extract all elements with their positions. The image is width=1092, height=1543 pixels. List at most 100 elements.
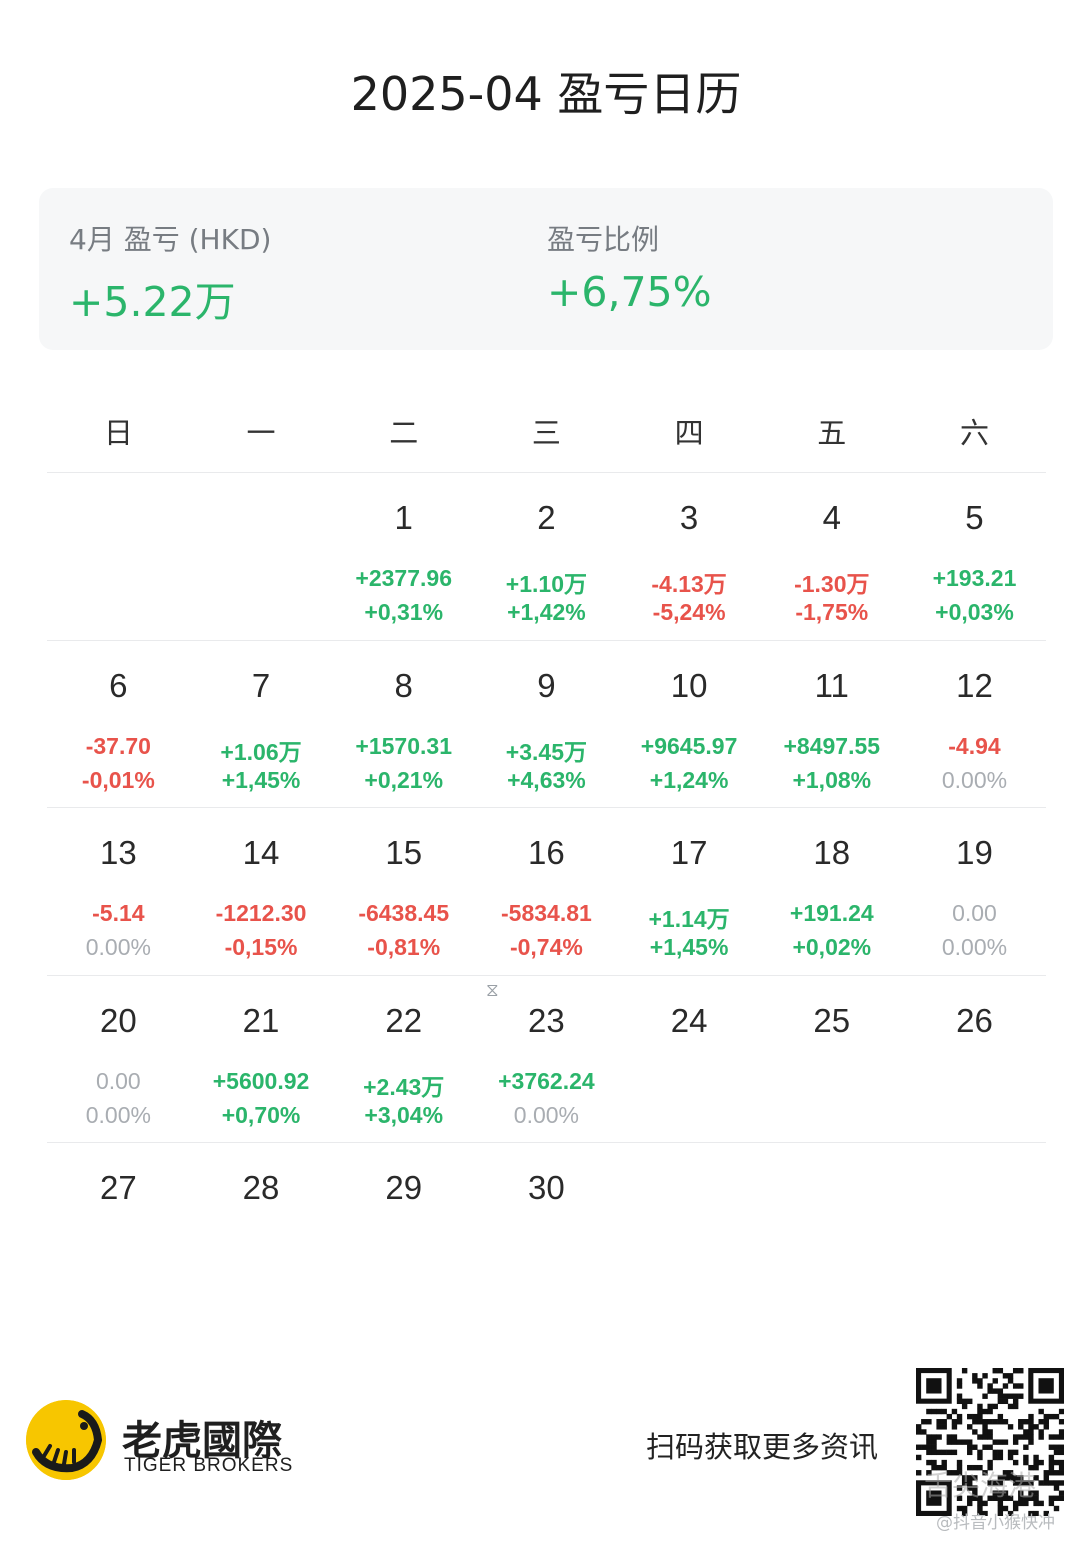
day-pnl-percent: -0,74% — [509, 934, 583, 960]
day-number: 1 — [394, 499, 413, 536]
calendar-day-cell[interactable]: 23 +3762.24 0.00% — [475, 976, 618, 1143]
day-pnl-percent: 0.00% — [941, 934, 1008, 960]
day-pnl-percent: +0,70% — [221, 1101, 301, 1128]
day-pnl-amount: +5600.92 — [212, 1067, 310, 1094]
calendar-day-cell[interactable]: 16 -5834.81 -0,74% — [475, 808, 618, 975]
calendar-day-cell[interactable]: 18 +191.24 +0,02% — [760, 808, 903, 975]
calendar-day-cell[interactable]: 24 — [618, 976, 761, 1143]
day-pnl-percent: 0.00% — [941, 766, 1008, 793]
weekday-sun: 日 — [103, 416, 133, 450]
day-pnl-amount: +191.24 — [789, 900, 874, 926]
calendar-day-cell[interactable]: 30 — [475, 1143, 618, 1310]
day-number: 29 — [385, 1169, 423, 1206]
calendar-day-cell[interactable]: 6 -37.70 -0,01% — [47, 641, 190, 808]
day-pnl-percent: 0.00% — [513, 1101, 580, 1128]
day-number: 4 — [822, 499, 841, 536]
day-number: 19 — [956, 834, 993, 871]
day-pnl-amount: -5.14 — [92, 900, 145, 926]
calendar-day-cell[interactable]: 3 -4.13万 -5,24% — [618, 473, 761, 640]
day-pnl-percent: -1,75% — [795, 599, 869, 625]
day-number: 28 — [242, 1169, 280, 1206]
calendar-day-cell[interactable]: 8 +1570.31 +0,21% — [332, 641, 475, 808]
day-number: 18 — [813, 834, 851, 871]
calendar-empty-cell — [47, 473, 190, 640]
calendar-empty-cell — [903, 1143, 1046, 1310]
calendar-day-cell[interactable]: 1 +2377.96 +0,31% — [332, 473, 475, 640]
weekday-thu: 四 — [674, 416, 704, 450]
calendar-week-row: 13 -5.14 0.00% 14 -1212.30 -0,15% 15 -6438.45 -0… — [47, 807, 1046, 975]
day-pnl-amount: +8497.55 — [783, 732, 881, 759]
day-pnl-amount: +1.10万 — [505, 571, 587, 597]
day-number: 25 — [813, 1001, 851, 1039]
day-pnl-amount: +1.06万 — [220, 738, 302, 765]
weekday-mon: 一 — [246, 416, 276, 450]
hourglass-icon: ⧖ — [486, 980, 499, 1000]
summary-card: 4月 盈亏 (HKD) +5.22万 盈亏比例 +6,75% — [39, 188, 1053, 350]
calendar-day-cell[interactable]: 10 +9645.97 +1,24% — [618, 641, 761, 808]
calendar-day-cell[interactable]: 12 -4.94 0.00% — [903, 641, 1046, 808]
calendar-day-cell[interactable]: 25 — [760, 976, 903, 1143]
brand-name-en: TIGER BROKERS — [124, 1455, 294, 1476]
calendar-day-cell[interactable]: 27 — [47, 1143, 190, 1310]
day-pnl-amount: +9645.97 — [640, 732, 738, 759]
day-number: 8 — [394, 666, 413, 704]
weekday-wed: 三 — [531, 416, 561, 450]
calendar-day-cell[interactable]: 9 +3.45万 +4,63% — [475, 641, 618, 808]
day-number: 26 — [956, 1001, 993, 1039]
calendar-day-cell[interactable]: 15 -6438.45 -0,81% — [332, 808, 475, 975]
calendar-grid: 1 +2377.96 +0,31% 2 +1.10万 +1,42% 3 -4.13万 -5,24… — [47, 472, 1046, 1310]
day-number: 24 — [670, 1001, 708, 1039]
calendar-week-row: 1 +2377.96 +0,31% 2 +1.10万 +1,42% 3 -4.13万 -5,24… — [47, 472, 1046, 640]
calendar-day-cell[interactable]: 21 +5600.92 +0,70% — [190, 976, 333, 1143]
calendar-empty-cell — [618, 1143, 761, 1310]
month-pnl-label: 4月 盈亏 (HKD) — [69, 223, 272, 256]
day-number: 11 — [814, 666, 849, 704]
day-pnl-percent: +1,42% — [507, 599, 586, 625]
calendar-empty-cell — [760, 1143, 903, 1310]
calendar-week-row: 27 28 29 30 — [47, 1142, 1046, 1310]
day-pnl-amount: +3.45万 — [505, 738, 587, 765]
day-number: 27 — [99, 1169, 137, 1206]
calendar-day-cell[interactable]: 19 0.00 0.00% — [903, 808, 1046, 975]
day-pnl-amount: -6438.45 — [358, 900, 450, 926]
day-number: 7 — [251, 666, 271, 704]
calendar-day-cell[interactable]: 4 -1.30万 -1,75% — [760, 473, 903, 640]
qr-code-icon[interactable] — [916, 1368, 1065, 1517]
day-pnl-percent: +1,45% — [649, 934, 729, 960]
calendar-day-cell[interactable]: 28 — [190, 1143, 333, 1310]
day-pnl-amount: 0.00 — [95, 1067, 141, 1094]
tiger-logo-icon — [26, 1400, 106, 1480]
day-pnl-amount: -4.94 — [948, 732, 1001, 759]
pnl-ratio-label: 盈亏比例 — [547, 223, 660, 256]
calendar-day-cell[interactable]: 5 +193.21 +0,03% — [903, 473, 1046, 640]
weekday-tue: 二 — [389, 416, 419, 450]
calendar-day-cell[interactable]: 20 0.00 0.00% — [47, 976, 190, 1143]
weekday-fri: 五 — [817, 416, 847, 450]
calendar-day-cell[interactable]: 11 +8497.55 +1,08% — [760, 641, 903, 808]
day-pnl-amount: +3762.24 — [498, 1067, 595, 1094]
month-pnl-block: 4月 盈亏 (HKD) +5.22万 — [69, 218, 271, 328]
day-pnl-percent: -0,15% — [224, 934, 298, 960]
day-number: 16 — [528, 834, 565, 871]
calendar-day-cell[interactable]: 17 +1.14万 +1,45% — [618, 808, 761, 975]
calendar-day-cell[interactable]: 13 -5.14 0.00% — [47, 808, 190, 975]
day-pnl-percent: +3,04% — [364, 1101, 444, 1128]
day-pnl-percent: 0.00% — [85, 934, 151, 960]
day-pnl-percent: -0,81% — [367, 934, 441, 960]
calendar-day-cell[interactable]: 29 — [332, 1143, 475, 1310]
calendar-empty-cell — [190, 473, 333, 640]
day-number: 13 — [99, 834, 137, 871]
day-pnl-amount: 0.00 — [952, 900, 997, 926]
day-number: 2 — [537, 499, 556, 536]
day-number: 3 — [679, 499, 699, 536]
calendar-day-cell[interactable]: 14 -1212.30 -0,15% — [190, 808, 333, 975]
calendar-day-cell[interactable]: 26 — [903, 976, 1046, 1143]
watermark-handle: @抖音小猴快冲 — [936, 1513, 1055, 1533]
page-title: 2025-04 盈亏日历 — [350, 67, 742, 121]
brand-name-cn: 老虎國際 — [122, 1418, 282, 1464]
calendar-day-cell[interactable]: 22 +2.43万 +3,04% — [332, 976, 475, 1143]
day-pnl-percent: +4,63% — [507, 766, 586, 793]
day-pnl-amount: +1.14万 — [648, 906, 730, 932]
calendar-day-cell[interactable]: 7 +1.06万 +1,45% — [190, 641, 333, 808]
calendar-day-cell[interactable]: 2 +1.10万 +1,42% — [475, 473, 618, 640]
